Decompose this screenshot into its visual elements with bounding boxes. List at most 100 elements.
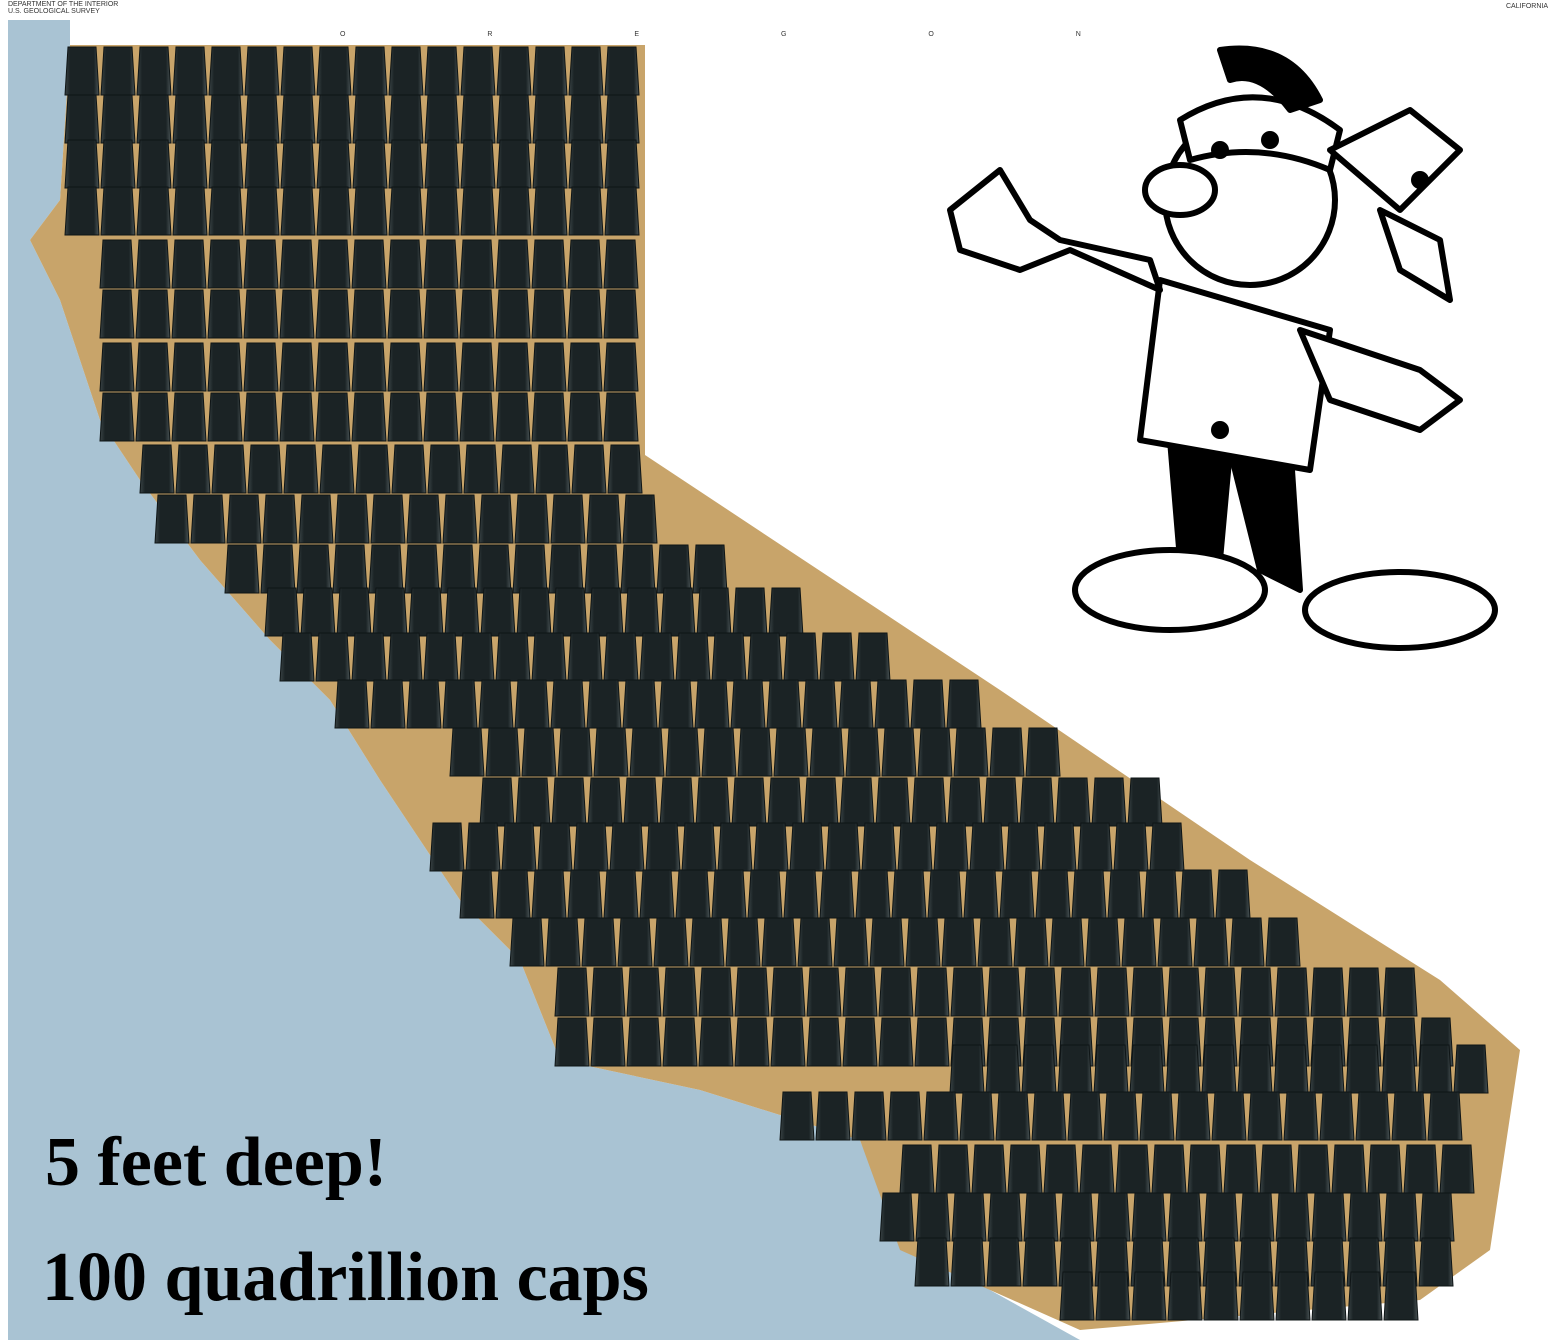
- bottle-cap: [172, 240, 206, 288]
- bottle-cap: [1023, 1238, 1057, 1286]
- bottle-cap: [915, 1018, 949, 1066]
- bottle-cap: [280, 240, 314, 288]
- bottle-cap: [208, 240, 242, 288]
- bottle-cap: [604, 343, 638, 391]
- bottle-cap: [1420, 1193, 1454, 1241]
- bottle-cap: [522, 728, 556, 776]
- bottle-cap: [389, 47, 423, 95]
- bottle-cap: [209, 95, 243, 143]
- bottle-cap: [1059, 968, 1093, 1016]
- bottle-cap: [496, 240, 530, 288]
- bottle-cap: [1428, 1092, 1462, 1140]
- bottle-cap: [461, 187, 495, 235]
- bottle-cap: [245, 140, 279, 188]
- bottle-cap: [407, 680, 441, 728]
- bottle-cap: [317, 47, 351, 95]
- bottle-cap: [486, 728, 520, 776]
- bottle-cap: [646, 823, 680, 871]
- bottle-cap: [569, 140, 603, 188]
- bottle-cap: [693, 545, 727, 593]
- bottle-cap: [209, 187, 243, 235]
- bottle-cap: [101, 95, 135, 143]
- bottle-cap: [1260, 1145, 1294, 1193]
- bottle-cap: [880, 1193, 914, 1241]
- bottle-cap: [555, 968, 589, 1016]
- bottle-cap: [928, 870, 962, 918]
- bottle-cap: [569, 95, 603, 143]
- bottle-cap: [630, 728, 664, 776]
- bottle-cap: [316, 633, 350, 681]
- bottle-cap: [320, 445, 354, 493]
- bottle-cap: [1440, 1145, 1474, 1193]
- bottle-cap: [839, 680, 873, 728]
- bottle-cap: [987, 968, 1021, 1016]
- neighbor-label: O R E G O N: [340, 31, 1151, 38]
- bottle-cap: [352, 290, 386, 338]
- bottle-cap: [594, 728, 628, 776]
- bottle-cap: [934, 823, 968, 871]
- bottle-cap: [373, 588, 407, 636]
- bottle-cap: [352, 633, 386, 681]
- bottle-cap: [424, 633, 458, 681]
- bottle-cap: [948, 778, 982, 826]
- bottle-cap: [369, 545, 403, 593]
- bottle-cap: [316, 290, 350, 338]
- bottle-cap: [100, 290, 134, 338]
- bottle-cap: [640, 633, 674, 681]
- bottle-cap: [208, 290, 242, 338]
- bottle-cap: [409, 588, 443, 636]
- bottle-cap: [445, 588, 479, 636]
- bottle-cap: [960, 1092, 994, 1140]
- bottle-cap: [317, 187, 351, 235]
- bottle-cap: [834, 918, 868, 966]
- bottle-cap: [663, 968, 697, 1016]
- bottle-cap: [208, 393, 242, 441]
- bottle-cap: [771, 1018, 805, 1066]
- bottle-cap: [352, 393, 386, 441]
- bottle-cap: [424, 290, 458, 338]
- bottle-cap: [1284, 1092, 1318, 1140]
- bottle-cap: [460, 393, 494, 441]
- bottle-cap: [699, 1018, 733, 1066]
- bottle-cap: [605, 47, 639, 95]
- bottle-cap: [1128, 778, 1162, 826]
- bottle-cap: [627, 1018, 661, 1066]
- bottle-cap: [1348, 1272, 1382, 1320]
- bottle-cap: [604, 240, 638, 288]
- bottle-cap: [1266, 918, 1300, 966]
- bottle-cap: [1050, 918, 1084, 966]
- bottle-cap: [1188, 1145, 1222, 1193]
- bottle-cap: [1230, 918, 1264, 966]
- bottle-cap: [191, 495, 225, 543]
- bottle-cap: [101, 47, 135, 95]
- bottle-cap: [1332, 1145, 1366, 1193]
- bottle-cap: [244, 290, 278, 338]
- bottle-cap: [389, 140, 423, 188]
- bottle-cap: [245, 47, 279, 95]
- bottle-cap: [589, 588, 623, 636]
- bottle-cap: [1060, 1193, 1094, 1241]
- bottle-cap: [461, 95, 495, 143]
- bottle-cap: [407, 495, 441, 543]
- bottle-cap: [587, 680, 621, 728]
- bottle-cap: [353, 187, 387, 235]
- bottle-cap: [477, 545, 511, 593]
- bottle-cap: [227, 495, 261, 543]
- bottle-cap: [790, 823, 824, 871]
- bottle-cap: [882, 728, 916, 776]
- bottle-cap: [316, 343, 350, 391]
- meme: DEPARTMENT OF THE INTERIOR U.S. GEOLOGIC…: [0, 0, 1557, 1340]
- bottle-cap: [810, 728, 844, 776]
- bottle-cap: [1132, 1272, 1166, 1320]
- bottle-cap: [623, 495, 657, 543]
- bottle-cap: [533, 47, 567, 95]
- bottle-cap: [1216, 870, 1250, 918]
- bottle-cap: [951, 1238, 985, 1286]
- bottle-cap: [443, 680, 477, 728]
- bottle-cap: [846, 728, 880, 776]
- bottle-cap: [663, 1018, 697, 1066]
- bottle-cap: [820, 870, 854, 918]
- bottle-cap: [316, 393, 350, 441]
- bottle-cap: [244, 393, 278, 441]
- bottle-cap: [515, 495, 549, 543]
